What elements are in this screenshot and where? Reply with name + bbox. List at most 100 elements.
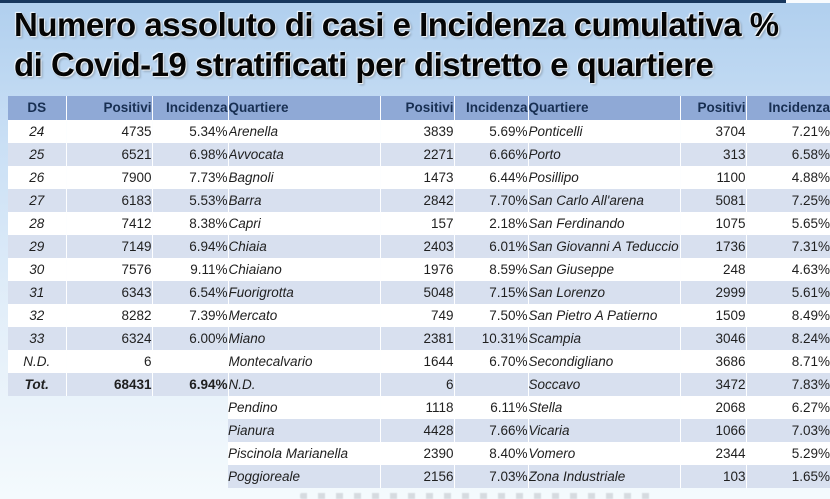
incidenza-cell: 7.50% [454, 304, 529, 327]
quartiere-cell: San Lorenzo [528, 281, 681, 304]
incidenza-cell: 6.44% [454, 166, 529, 189]
quartiere-cell: San Carlo All'arena [528, 189, 681, 212]
table-row: 25 6521 6.98% Avvocata 2271 6.66% Porto 313 6.58… [8, 143, 830, 166]
positivi-cell: 8282 [66, 304, 153, 327]
column-header-quartiere-2: Quartiere [528, 96, 681, 121]
quartiere-cell: Bagnoli [228, 166, 381, 189]
table-row: Pianura 4428 7.66% Vicaria 1066 7.03% [8, 419, 830, 442]
quartiere-cell: Porto [528, 143, 681, 166]
quartiere-cell: N.D. [228, 373, 381, 396]
positivi-cell: 5081 [680, 189, 747, 212]
incidenza-cell: 4.88% [746, 166, 830, 189]
incidenza-cell: 5.61% [746, 281, 830, 304]
positivi-cell: 2271 [380, 143, 455, 166]
positivi-cell: 4428 [380, 419, 455, 442]
positivi-cell: 2156 [380, 465, 455, 488]
table-row: 30 7576 9.11% Chiaiano 1976 8.59% San Giuseppe… [8, 258, 830, 281]
top-accent-bar [0, 0, 786, 3]
empty-cell [66, 419, 152, 442]
positivi-cell: 1509 [680, 304, 747, 327]
positivi-cell: 1100 [680, 166, 747, 189]
ds-cell: 24 [8, 120, 67, 143]
positivi-cell: 2068 [680, 396, 747, 419]
ds-cell: 27 [8, 189, 67, 212]
quartiere-cell: Avvocata [228, 143, 381, 166]
incidenza-cell: 9.11% [152, 258, 229, 281]
positivi-cell: 6521 [66, 143, 153, 166]
incidenza-cell: 6.66% [454, 143, 529, 166]
ds-cell: 28 [8, 212, 67, 235]
ds-cell: 25 [8, 143, 67, 166]
positivi-cell: 6 [380, 373, 455, 396]
slide-title-line1: Numero assoluto di casi e Incidenza cumu… [14, 6, 779, 43]
quartiere-cell: Chiaiano [228, 258, 381, 281]
incidenza-cell: 6.00% [152, 327, 229, 350]
positivi-cell: 7412 [66, 212, 153, 235]
quartiere-cell: Scampia [528, 327, 681, 350]
incidenza-cell: 2.18% [454, 212, 529, 235]
incidenza-cell [152, 350, 229, 373]
positivi-cell: 6324 [66, 327, 153, 350]
empty-cell [152, 396, 228, 419]
quartiere-cell: Fuorigrotta [228, 281, 381, 304]
positivi-cell: 313 [680, 143, 747, 166]
incidenza-cell: 6.94% [152, 235, 229, 258]
positivi-cell: 1736 [680, 235, 747, 258]
positivi-cell: 7900 [66, 166, 153, 189]
positivi-cell: 1644 [380, 350, 455, 373]
column-header-incidenza-2: Incidenza [454, 96, 529, 121]
positivi-cell: 6 [66, 350, 153, 373]
table-row: Pendino 1118 6.11% Stella 2068 6.27% [8, 396, 830, 419]
table-row: Poggioreale 2156 7.03% Zona Industriale 103 1… [8, 465, 830, 488]
table-row: 32 8282 7.39% Mercato 749 7.50% San Pietro A P… [8, 304, 830, 327]
incidenza-cell: 8.59% [454, 258, 529, 281]
quartiere-cell: Secondigliano [528, 350, 681, 373]
ds-cell: 33 [8, 327, 67, 350]
incidenza-cell: 7.73% [152, 166, 229, 189]
quartiere-cell: Mercato [228, 304, 381, 327]
positivi-cell: 3046 [680, 327, 747, 350]
quartiere-cell: Chiaia [228, 235, 381, 258]
quartiere-cell: Soccavo [528, 373, 681, 396]
table-row: 28 7412 8.38% Capri 157 2.18% San Ferdinando 10… [8, 212, 830, 235]
quartiere-cell: Barra [228, 189, 381, 212]
table-row: 27 6183 5.53% Barra 2842 7.70% San Carlo All'a… [8, 189, 830, 212]
incidenza-cell: 7.83% [746, 373, 830, 396]
quartiere-cell: Stella [528, 396, 681, 419]
ds-cell: Tot. [8, 373, 67, 396]
quartiere-cell: Capri [228, 212, 381, 235]
quartiere-cell: Posillipo [528, 166, 681, 189]
positivi-cell: 4735 [66, 120, 153, 143]
positivi-cell: 1976 [380, 258, 455, 281]
column-header-positivi-3: Positivi [680, 96, 747, 121]
empty-cell [66, 442, 152, 465]
quartiere-cell: Pianura [228, 419, 381, 442]
incidenza-cell: 6.94% [152, 373, 229, 396]
quartiere-cell: Miano [228, 327, 381, 350]
incidenza-cell: 4.63% [746, 258, 830, 281]
quartiere-cell: Pendino [228, 396, 381, 419]
incidenza-cell: 8.38% [152, 212, 229, 235]
positivi-cell: 2842 [380, 189, 455, 212]
positivi-cell: 103 [680, 465, 747, 488]
quartiere-cell: Arenella [228, 120, 381, 143]
empty-cell [66, 396, 152, 419]
ds-cell: 30 [8, 258, 67, 281]
quartiere-cell: San Giuseppe [528, 258, 681, 281]
column-header-positivi-2: Positivi [380, 96, 455, 121]
positivi-cell: 3686 [680, 350, 747, 373]
incidenza-cell: 1.65% [746, 465, 830, 488]
positivi-cell: 157 [380, 212, 455, 235]
incidenza-cell: 6.58% [746, 143, 830, 166]
incidenza-cell: 7.15% [454, 281, 529, 304]
positivi-cell: 3839 [380, 120, 455, 143]
positivi-cell: 3704 [680, 120, 747, 143]
incidenza-cell [454, 373, 529, 396]
empty-cell [152, 419, 228, 442]
clipped-caption-fragment [300, 493, 660, 499]
quartiere-cell: San Ferdinando [528, 212, 681, 235]
table-row: Tot. 68431 6.94% N.D. 6 Soccavo 3472 7.83% [8, 373, 830, 396]
table-row: 29 7149 6.94% Chiaia 2403 6.01% San Giovanni A… [8, 235, 830, 258]
incidenza-cell: 6.70% [454, 350, 529, 373]
empty-cell [152, 465, 228, 488]
